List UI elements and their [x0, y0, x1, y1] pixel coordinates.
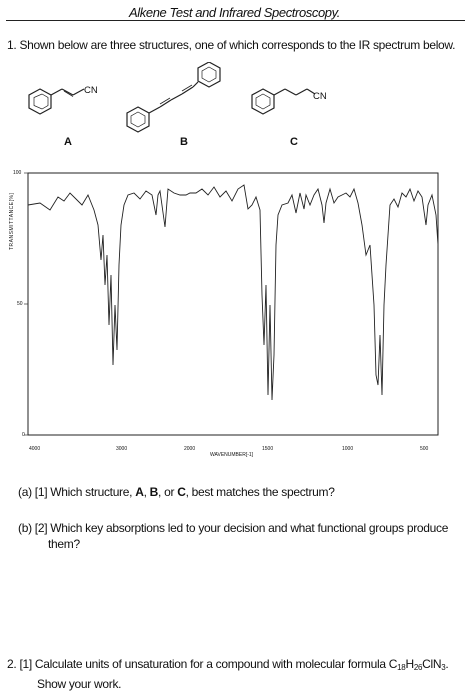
y-tick-100: 100	[13, 170, 22, 176]
question-1a-sep1: ,	[143, 485, 150, 499]
page-title: Alkene Test and Infrared Spectroscopy.	[129, 5, 340, 20]
y-axis-label: TRANSMITTANCE[%]	[9, 192, 15, 250]
y-tick-50: 50	[17, 301, 23, 307]
title-divider	[6, 20, 465, 21]
question-1-number: 1.	[7, 38, 17, 52]
structure-c-substituent: CN	[313, 91, 327, 102]
question-1a-sep2: , or	[158, 485, 178, 499]
formula-h: H	[405, 657, 414, 671]
question-1b: (b) [2] Which key absorptions led to you…	[18, 520, 450, 552]
question-1a-suffix: , best matches the spectrum?	[185, 485, 335, 499]
formula-c-subscript: 18	[397, 663, 406, 672]
structure-b-label: B	[180, 136, 188, 148]
structure-a-substituent: CN	[84, 85, 98, 96]
x-tick-3000: 3000	[116, 446, 128, 452]
option-a: A	[135, 485, 144, 499]
question-1a: (a) [1] Which structure, A, B, or C, bes…	[18, 485, 335, 499]
question-2-end: .	[445, 657, 449, 671]
question-1: 1. Shown below are three structures, one…	[7, 38, 455, 52]
x-tick-1500: 1500	[262, 446, 274, 452]
chemical-structures	[28, 62, 316, 133]
question-2: 2. [1] Calculate units of unsaturation f…	[7, 656, 449, 693]
structure-a-label: A	[64, 136, 72, 148]
x-axis-label: WAVENUMBER[-1]	[210, 452, 254, 458]
structure-c-drawing	[251, 88, 316, 115]
formula-h-subscript: 26	[413, 663, 423, 672]
structure-b-drawing	[126, 62, 221, 133]
question-1a-prefix: (a) [1] Which structure,	[18, 485, 136, 499]
y-tick-0: 0	[22, 432, 25, 438]
option-c: C	[177, 485, 186, 499]
x-tick-4000: 4000	[29, 446, 41, 452]
formula-n-subscript: 3	[441, 663, 446, 672]
structure-c-label: C	[290, 136, 298, 148]
option-b: B	[149, 485, 159, 499]
spectrum-trace	[27, 184, 439, 401]
question-2-prefix: 2. [1] Calculate units of unsaturation f…	[7, 657, 398, 671]
x-tick-2000: 2000	[184, 446, 196, 452]
x-tick-1000: 1000	[342, 446, 354, 452]
structure-a-drawing	[28, 88, 85, 115]
question-1b-line1: (b) [2] Which key absorptions led to you…	[18, 521, 449, 535]
spectrum-frame	[27, 172, 439, 436]
x-tick-500: 500	[420, 446, 429, 452]
question-1-text: Shown below are three structures, one of…	[19, 38, 456, 52]
question-2-line2: Show your work.	[37, 677, 122, 691]
formula-cln: ClN	[422, 657, 442, 671]
ir-spectrum	[24, 172, 439, 436]
question-1b-line2: them?	[48, 537, 80, 551]
